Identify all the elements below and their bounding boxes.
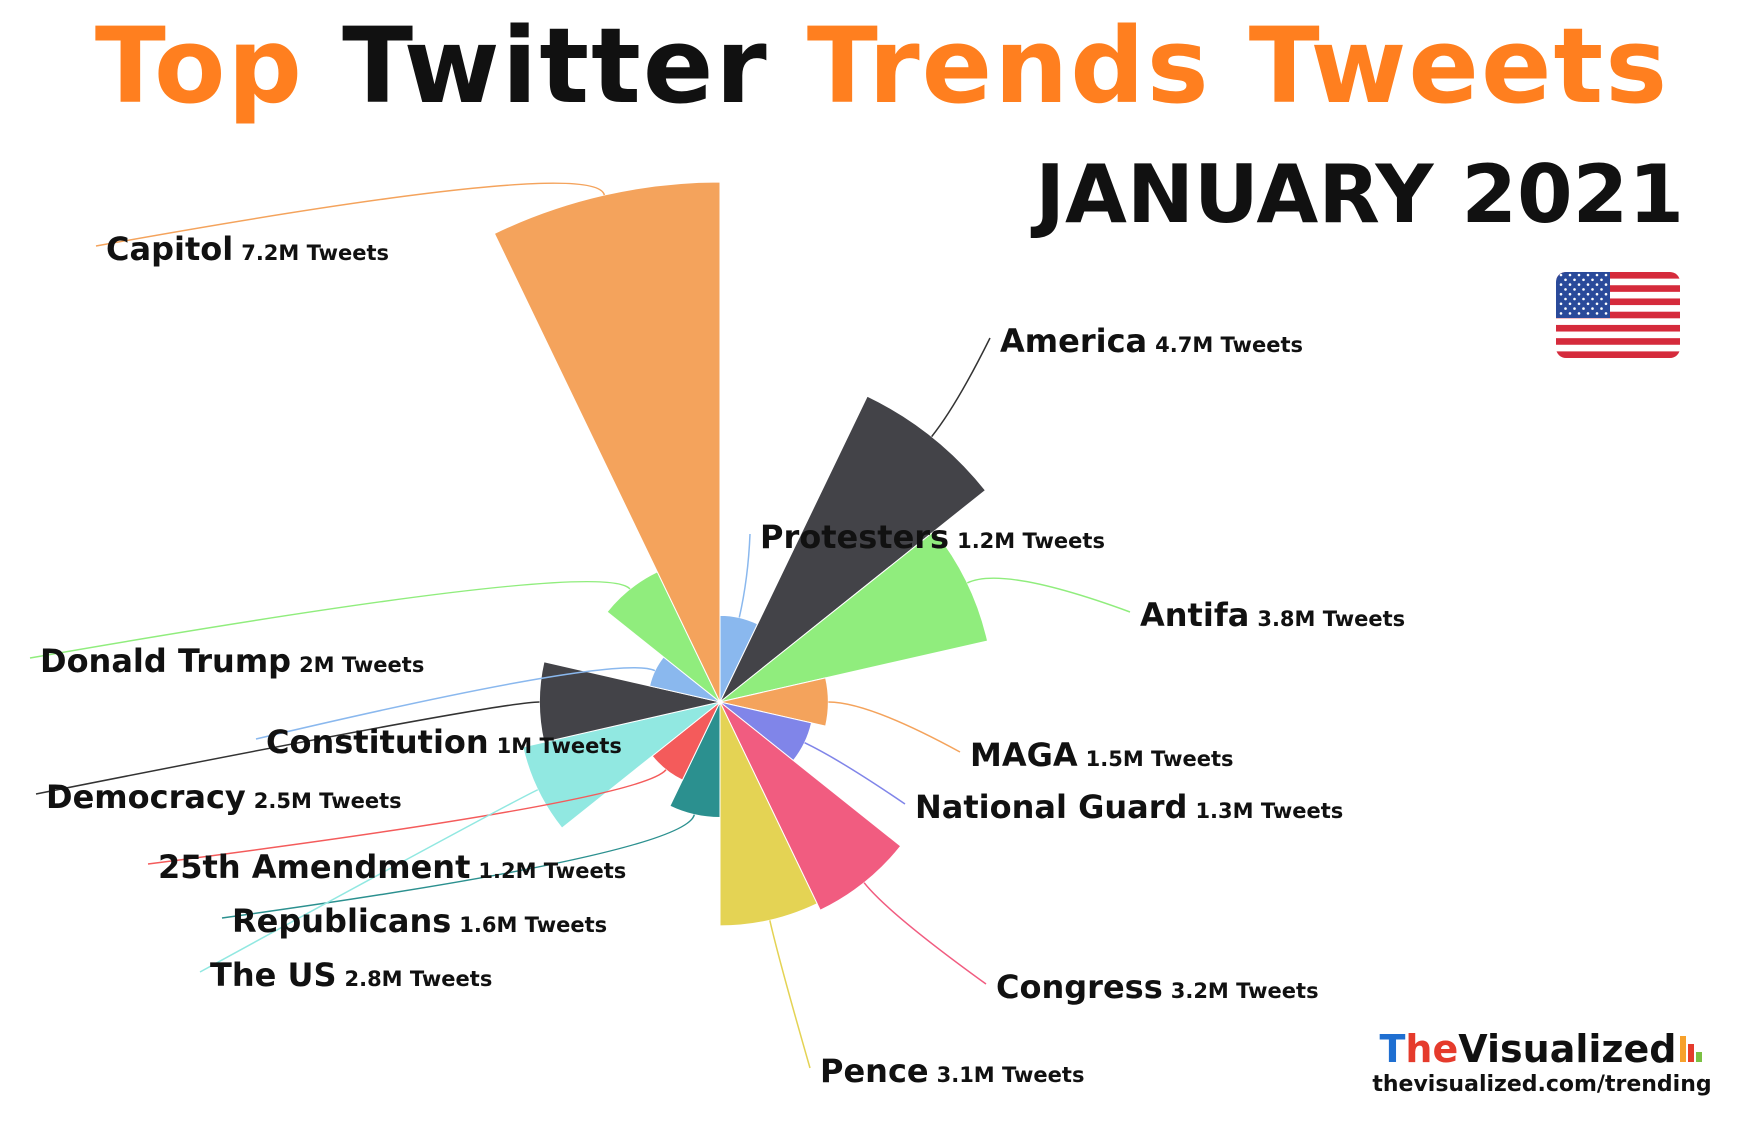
label-value-constitution: 1M Tweets bbox=[497, 734, 622, 758]
leader-line-democracy bbox=[35, 701, 540, 795]
label-the-us: The US 2.8M Tweets bbox=[210, 956, 492, 994]
label-name-the-us: The US bbox=[210, 956, 336, 994]
label-value-america: 4.7M Tweets bbox=[1155, 333, 1303, 357]
label-protesters: Protesters 1.2M Tweets bbox=[760, 518, 1105, 556]
label-donald-trump: Donald Trump 2M Tweets bbox=[40, 642, 424, 680]
label-congress: Congress 3.2M Tweets bbox=[996, 968, 1319, 1006]
slice-pence bbox=[719, 701, 818, 927]
us-flag-icon bbox=[1556, 272, 1680, 358]
label-name-republicans: Republicans bbox=[232, 902, 451, 940]
label-value-antifa: 3.8M Tweets bbox=[1257, 607, 1405, 631]
leader-line-donald-trump bbox=[29, 580, 631, 659]
label-value-republicans: 1.6M Tweets bbox=[459, 913, 607, 937]
leader-line-america bbox=[931, 337, 991, 438]
leader-line-national-guard bbox=[804, 742, 906, 805]
label-name-25th-amendment: 25th Amendment bbox=[158, 848, 470, 886]
label-name-maga: MAGA bbox=[970, 736, 1078, 774]
label-value-donald-trump: 2M Tweets bbox=[299, 653, 424, 677]
chart-title: Top Twitter Trends Tweets bbox=[0, 14, 1764, 118]
leader-line-constitution bbox=[255, 667, 656, 740]
slice-america bbox=[719, 395, 987, 703]
label-value-national-guard: 1.3M Tweets bbox=[1195, 799, 1343, 823]
label-value-congress: 3.2M Tweets bbox=[1171, 979, 1319, 1003]
bar-chart-logo-icon bbox=[1680, 1030, 1704, 1068]
label-value-protesters: 1.2M Tweets bbox=[957, 529, 1105, 553]
leader-line-congress bbox=[863, 882, 987, 985]
brand-name-part2: he bbox=[1405, 1027, 1459, 1071]
slice-maga bbox=[719, 677, 829, 727]
label-25th-amendment: 25th Amendment 1.2M Tweets bbox=[158, 848, 626, 886]
label-antifa: Antifa 3.8M Tweets bbox=[1140, 596, 1405, 634]
label-value-capitol: 7.2M Tweets bbox=[241, 241, 389, 265]
label-value-25th-amendment: 1.2M Tweets bbox=[478, 859, 626, 883]
label-name-democracy: Democracy bbox=[46, 778, 246, 816]
title-word-twitter: Twitter bbox=[342, 5, 769, 127]
brand-name: TheVisualized bbox=[1372, 1030, 1712, 1068]
label-national-guard: National Guard 1.3M Tweets bbox=[915, 788, 1343, 826]
label-value-pence: 3.1M Tweets bbox=[937, 1063, 1085, 1087]
label-constitution: Constitution 1M Tweets bbox=[266, 723, 622, 761]
slice-capitol bbox=[493, 181, 721, 703]
brand-logo: TheVisualized thevisualized.com/trending bbox=[1372, 1030, 1712, 1097]
title-word-trends-tweets: Trends Tweets bbox=[806, 5, 1670, 127]
brand-name-part3: Visualized bbox=[1458, 1027, 1677, 1071]
label-name-capitol: Capitol bbox=[106, 230, 233, 268]
label-value-the-us: 2.8M Tweets bbox=[344, 967, 492, 991]
label-name-congress: Congress bbox=[996, 968, 1163, 1006]
label-name-antifa: Antifa bbox=[1140, 596, 1249, 634]
chart-subtitle: JANUARY 2021 bbox=[1035, 148, 1684, 241]
label-name-pence: Pence bbox=[820, 1052, 929, 1090]
leader-line-the-us bbox=[199, 789, 539, 973]
label-name-america: America bbox=[1000, 322, 1147, 360]
label-democracy: Democracy 2.5M Tweets bbox=[46, 778, 402, 816]
label-name-national-guard: National Guard bbox=[915, 788, 1187, 826]
leader-line-pence bbox=[769, 920, 811, 1069]
slice-congress bbox=[719, 701, 902, 911]
leader-line-25th-amendment bbox=[147, 769, 667, 865]
brand-name-part1: T bbox=[1379, 1027, 1406, 1071]
label-maga: MAGA 1.5M Tweets bbox=[970, 736, 1234, 774]
slice-the-us bbox=[522, 701, 721, 829]
label-name-constitution: Constitution bbox=[266, 723, 489, 761]
slice-antifa bbox=[719, 530, 989, 703]
leader-line-capitol bbox=[95, 182, 606, 247]
leader-line-protesters bbox=[738, 533, 751, 618]
label-name-protesters: Protesters bbox=[760, 518, 949, 556]
label-value-maga: 1.5M Tweets bbox=[1086, 747, 1234, 771]
title-word-top: Top bbox=[94, 5, 304, 127]
chart-slices bbox=[493, 181, 989, 927]
leader-line-antifa bbox=[966, 577, 1131, 613]
leader-line-maga bbox=[828, 701, 961, 753]
label-republicans: Republicans 1.6M Tweets bbox=[232, 902, 607, 940]
label-capitol: Capitol 7.2M Tweets bbox=[106, 230, 389, 268]
leader-line-republicans bbox=[221, 814, 696, 919]
chart-leader-lines bbox=[29, 182, 1131, 1069]
brand-url: thevisualized.com/trending bbox=[1372, 1072, 1712, 1097]
label-value-democracy: 2.5M Tweets bbox=[254, 789, 402, 813]
label-pence: Pence 3.1M Tweets bbox=[820, 1052, 1084, 1090]
label-america: America 4.7M Tweets bbox=[1000, 322, 1303, 360]
label-name-donald-trump: Donald Trump bbox=[40, 642, 291, 680]
